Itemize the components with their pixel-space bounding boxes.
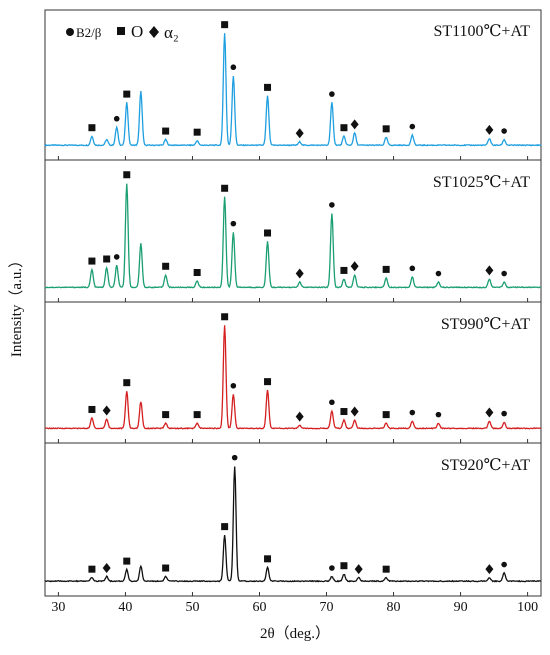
peak-marker-circle <box>501 270 507 277</box>
legend-item-alpha2: α₂ <box>149 23 179 42</box>
peak-marker-square <box>264 83 272 91</box>
peak-marker-square <box>162 411 170 419</box>
peak-marker-square <box>340 124 348 132</box>
peak-marker-diamond <box>295 268 304 279</box>
peak-marker-circle <box>329 399 335 406</box>
peak-marker-diamond <box>102 563 111 574</box>
peak-marker-square <box>193 269 201 277</box>
legend-item-o: O <box>117 22 143 41</box>
peak-marker-square <box>340 266 348 274</box>
x-tick-label: 100 <box>517 600 538 615</box>
legend-marker-diamond <box>149 26 159 38</box>
peak-marker-diamond <box>354 564 363 575</box>
x-tick-label: 70 <box>320 600 334 615</box>
peak-marker-circle <box>501 128 507 134</box>
peak-marker-circle <box>230 220 237 227</box>
peak-marker-diamond <box>350 119 359 130</box>
peak-marker-circle <box>329 91 335 97</box>
peak-marker-square <box>221 523 229 531</box>
peak-marker-square <box>221 313 229 321</box>
panel-label: ST920℃+AT <box>441 457 530 474</box>
peak-marker-diamond <box>102 405 111 416</box>
peak-marker-circle <box>231 454 238 461</box>
series-line <box>44 33 542 147</box>
peak-marker-circle <box>409 265 416 272</box>
panel-label: ST1025℃+AT <box>433 174 530 191</box>
peak-marker-square <box>162 262 170 270</box>
legend-item-b2: B2/β <box>66 25 102 40</box>
x-tick-label: 30 <box>51 600 65 615</box>
x-axis-label: 2θ（deg.） <box>260 625 330 642</box>
peak-marker-circle <box>230 382 237 389</box>
peak-marker-square <box>264 555 272 563</box>
peak-marker-diamond <box>295 128 304 139</box>
peak-marker-square <box>382 411 390 419</box>
peak-marker-diamond <box>295 411 304 422</box>
peak-marker-circle <box>113 254 120 260</box>
x-tick-label: 80 <box>387 600 401 615</box>
legend: B2/β O α₂ <box>66 22 179 42</box>
peak-marker-circle <box>409 123 416 130</box>
x-tick-label: 90 <box>454 600 468 615</box>
panel-4: ST920℃+AT <box>44 442 542 597</box>
peak-marker-diamond <box>350 261 359 272</box>
peak-marker-square <box>382 265 390 273</box>
x-axis-ticks: 30 40 50 60 70 80 90 100 <box>51 600 538 615</box>
legend-text-o: O <box>131 22 143 41</box>
legend-text-alpha2: α₂ <box>164 23 179 42</box>
peak-marker-square <box>382 125 390 133</box>
peak-marker-diamond <box>485 407 494 418</box>
x-tick-label: 40 <box>118 600 132 615</box>
peak-marker-diamond <box>485 265 494 276</box>
peak-marker-square <box>162 564 170 572</box>
peak-marker-diamond <box>485 124 494 135</box>
peak-marker-square <box>88 405 96 413</box>
series-line <box>44 466 542 583</box>
peak-marker-square <box>123 171 131 179</box>
panel-frame <box>44 442 542 597</box>
peak-marker-circle <box>501 561 507 568</box>
peak-marker-square <box>88 124 96 132</box>
panel-label: ST990℃+AT <box>441 316 530 333</box>
peak-marker-square <box>382 565 390 573</box>
peak-marker-circle <box>113 115 120 122</box>
peak-marker-square <box>123 90 131 98</box>
peak-marker-square <box>193 411 201 419</box>
peak-marker-square <box>221 21 229 29</box>
peak-marker-circle <box>501 410 507 417</box>
peak-marker-square <box>340 408 348 416</box>
peak-marker-circle <box>435 270 442 277</box>
panel-label: ST1100℃+AT <box>433 23 530 40</box>
legend-marker-square <box>117 27 125 35</box>
peak-marker-square <box>88 257 96 265</box>
series-line <box>44 325 542 430</box>
peak-marker-square <box>264 378 272 386</box>
peak-marker-square <box>88 565 96 573</box>
peak-marker-circle <box>435 411 442 418</box>
panels-layer: ST1100℃+AT ST1025℃+AT ST990℃+AT ST920℃+AT <box>44 9 542 597</box>
legend-marker-circle <box>66 28 74 36</box>
peak-marker-circle <box>329 565 335 571</box>
peak-marker-square <box>193 128 201 136</box>
peak-marker-square <box>264 229 272 237</box>
panel-2: ST1025℃+AT <box>44 159 542 303</box>
peak-marker-square <box>103 255 111 263</box>
peak-marker-circle <box>409 409 416 416</box>
x-tick-label: 60 <box>252 600 266 615</box>
peak-marker-square <box>123 557 131 565</box>
peak-marker-square <box>162 127 170 135</box>
peak-marker-diamond <box>350 406 359 417</box>
panel-3: ST990℃+AT <box>44 301 542 444</box>
peak-marker-square <box>340 562 348 570</box>
peak-marker-diamond <box>485 564 494 575</box>
x-tick-label: 50 <box>185 600 199 615</box>
series-line <box>44 183 542 289</box>
peak-marker-square <box>221 184 229 192</box>
peak-marker-circle <box>230 64 237 71</box>
peak-marker-circle <box>329 202 335 208</box>
y-axis-label: Intensity（a.u.） <box>8 253 25 357</box>
legend-text-b2: B2/β <box>76 25 102 40</box>
peak-marker-square <box>123 379 131 387</box>
